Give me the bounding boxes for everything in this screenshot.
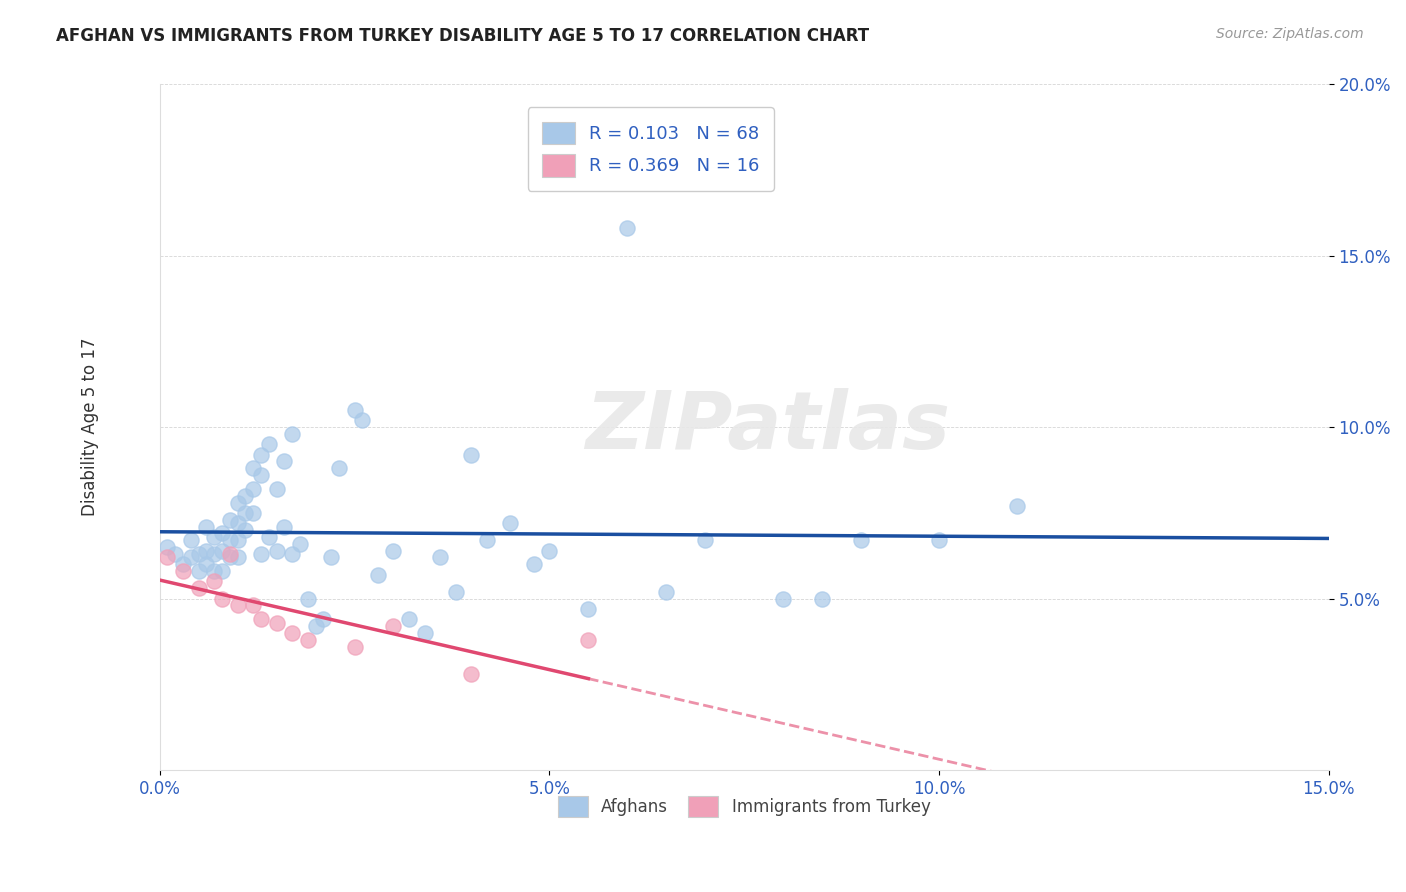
Point (226, 550, 249, 565)
Point (211, 543, 233, 558)
Point (288, 537, 311, 551)
Point (211, 564, 233, 578)
Point (226, 599, 249, 613)
Point (242, 599, 264, 613)
Point (211, 591, 233, 606)
Point (655, 584, 678, 599)
Point (1005, 499, 1028, 513)
Point (250, 612, 273, 626)
Point (304, 619, 326, 633)
Point (475, 533, 498, 548)
Point (156, 540, 179, 554)
Point (273, 454, 295, 468)
Point (297, 591, 319, 606)
Point (398, 612, 420, 626)
Text: ZIPatlas: ZIPatlas (585, 388, 950, 467)
Point (321, 550, 343, 565)
Point (226, 533, 249, 548)
Point (195, 558, 218, 572)
Point (297, 632, 319, 647)
Point (523, 558, 546, 572)
Point (460, 448, 482, 462)
Point (202, 547, 225, 561)
Point (367, 567, 389, 582)
Point (211, 526, 233, 541)
Point (242, 506, 264, 520)
Point (928, 533, 950, 548)
Point (849, 533, 872, 548)
Point (460, 667, 482, 681)
Point (187, 547, 209, 561)
Point (343, 403, 366, 417)
Point (499, 516, 522, 531)
Point (235, 489, 257, 503)
Point (172, 564, 194, 578)
Point (242, 482, 264, 496)
Point (382, 619, 405, 633)
Point (616, 221, 638, 235)
Point (218, 533, 240, 548)
Point (242, 461, 264, 475)
Point (187, 564, 209, 578)
Point (382, 543, 405, 558)
Point (202, 574, 225, 589)
Legend: Afghans, Immigrants from Turkey: Afghans, Immigrants from Turkey (551, 789, 938, 823)
Point (281, 547, 304, 561)
Point (811, 591, 834, 606)
Point (165, 547, 187, 561)
Point (312, 612, 335, 626)
Point (266, 615, 288, 630)
Point (352, 413, 374, 427)
Point (695, 533, 717, 548)
Point (343, 640, 366, 654)
Point (235, 523, 257, 537)
Point (250, 468, 273, 483)
Point (180, 533, 202, 548)
Point (328, 461, 350, 475)
Point (195, 543, 218, 558)
Point (218, 513, 240, 527)
Point (257, 530, 280, 544)
Point (218, 547, 240, 561)
Point (250, 448, 273, 462)
Point (772, 591, 794, 606)
Text: Source: ZipAtlas.com: Source: ZipAtlas.com (1216, 27, 1364, 41)
Point (273, 519, 295, 533)
Point (156, 550, 179, 565)
Point (538, 543, 561, 558)
Point (180, 550, 202, 565)
Point (576, 632, 599, 647)
Point (235, 506, 257, 520)
Text: AFGHAN VS IMMIGRANTS FROM TURKEY DISABILITY AGE 5 TO 17 CORRELATION CHART: AFGHAN VS IMMIGRANTS FROM TURKEY DISABIL… (56, 27, 869, 45)
Point (202, 530, 225, 544)
Point (218, 550, 240, 565)
Point (266, 543, 288, 558)
Point (250, 547, 273, 561)
Point (226, 516, 249, 531)
Point (195, 519, 218, 533)
Point (429, 550, 451, 565)
Point (257, 437, 280, 451)
Point (576, 602, 599, 616)
Point (202, 564, 225, 578)
Point (187, 582, 209, 596)
Point (444, 584, 467, 599)
Text: Disability Age 5 to 17: Disability Age 5 to 17 (80, 338, 98, 516)
Point (281, 626, 304, 640)
Point (226, 495, 249, 509)
Point (172, 558, 194, 572)
Point (281, 427, 304, 442)
Point (413, 626, 436, 640)
Point (266, 482, 288, 496)
